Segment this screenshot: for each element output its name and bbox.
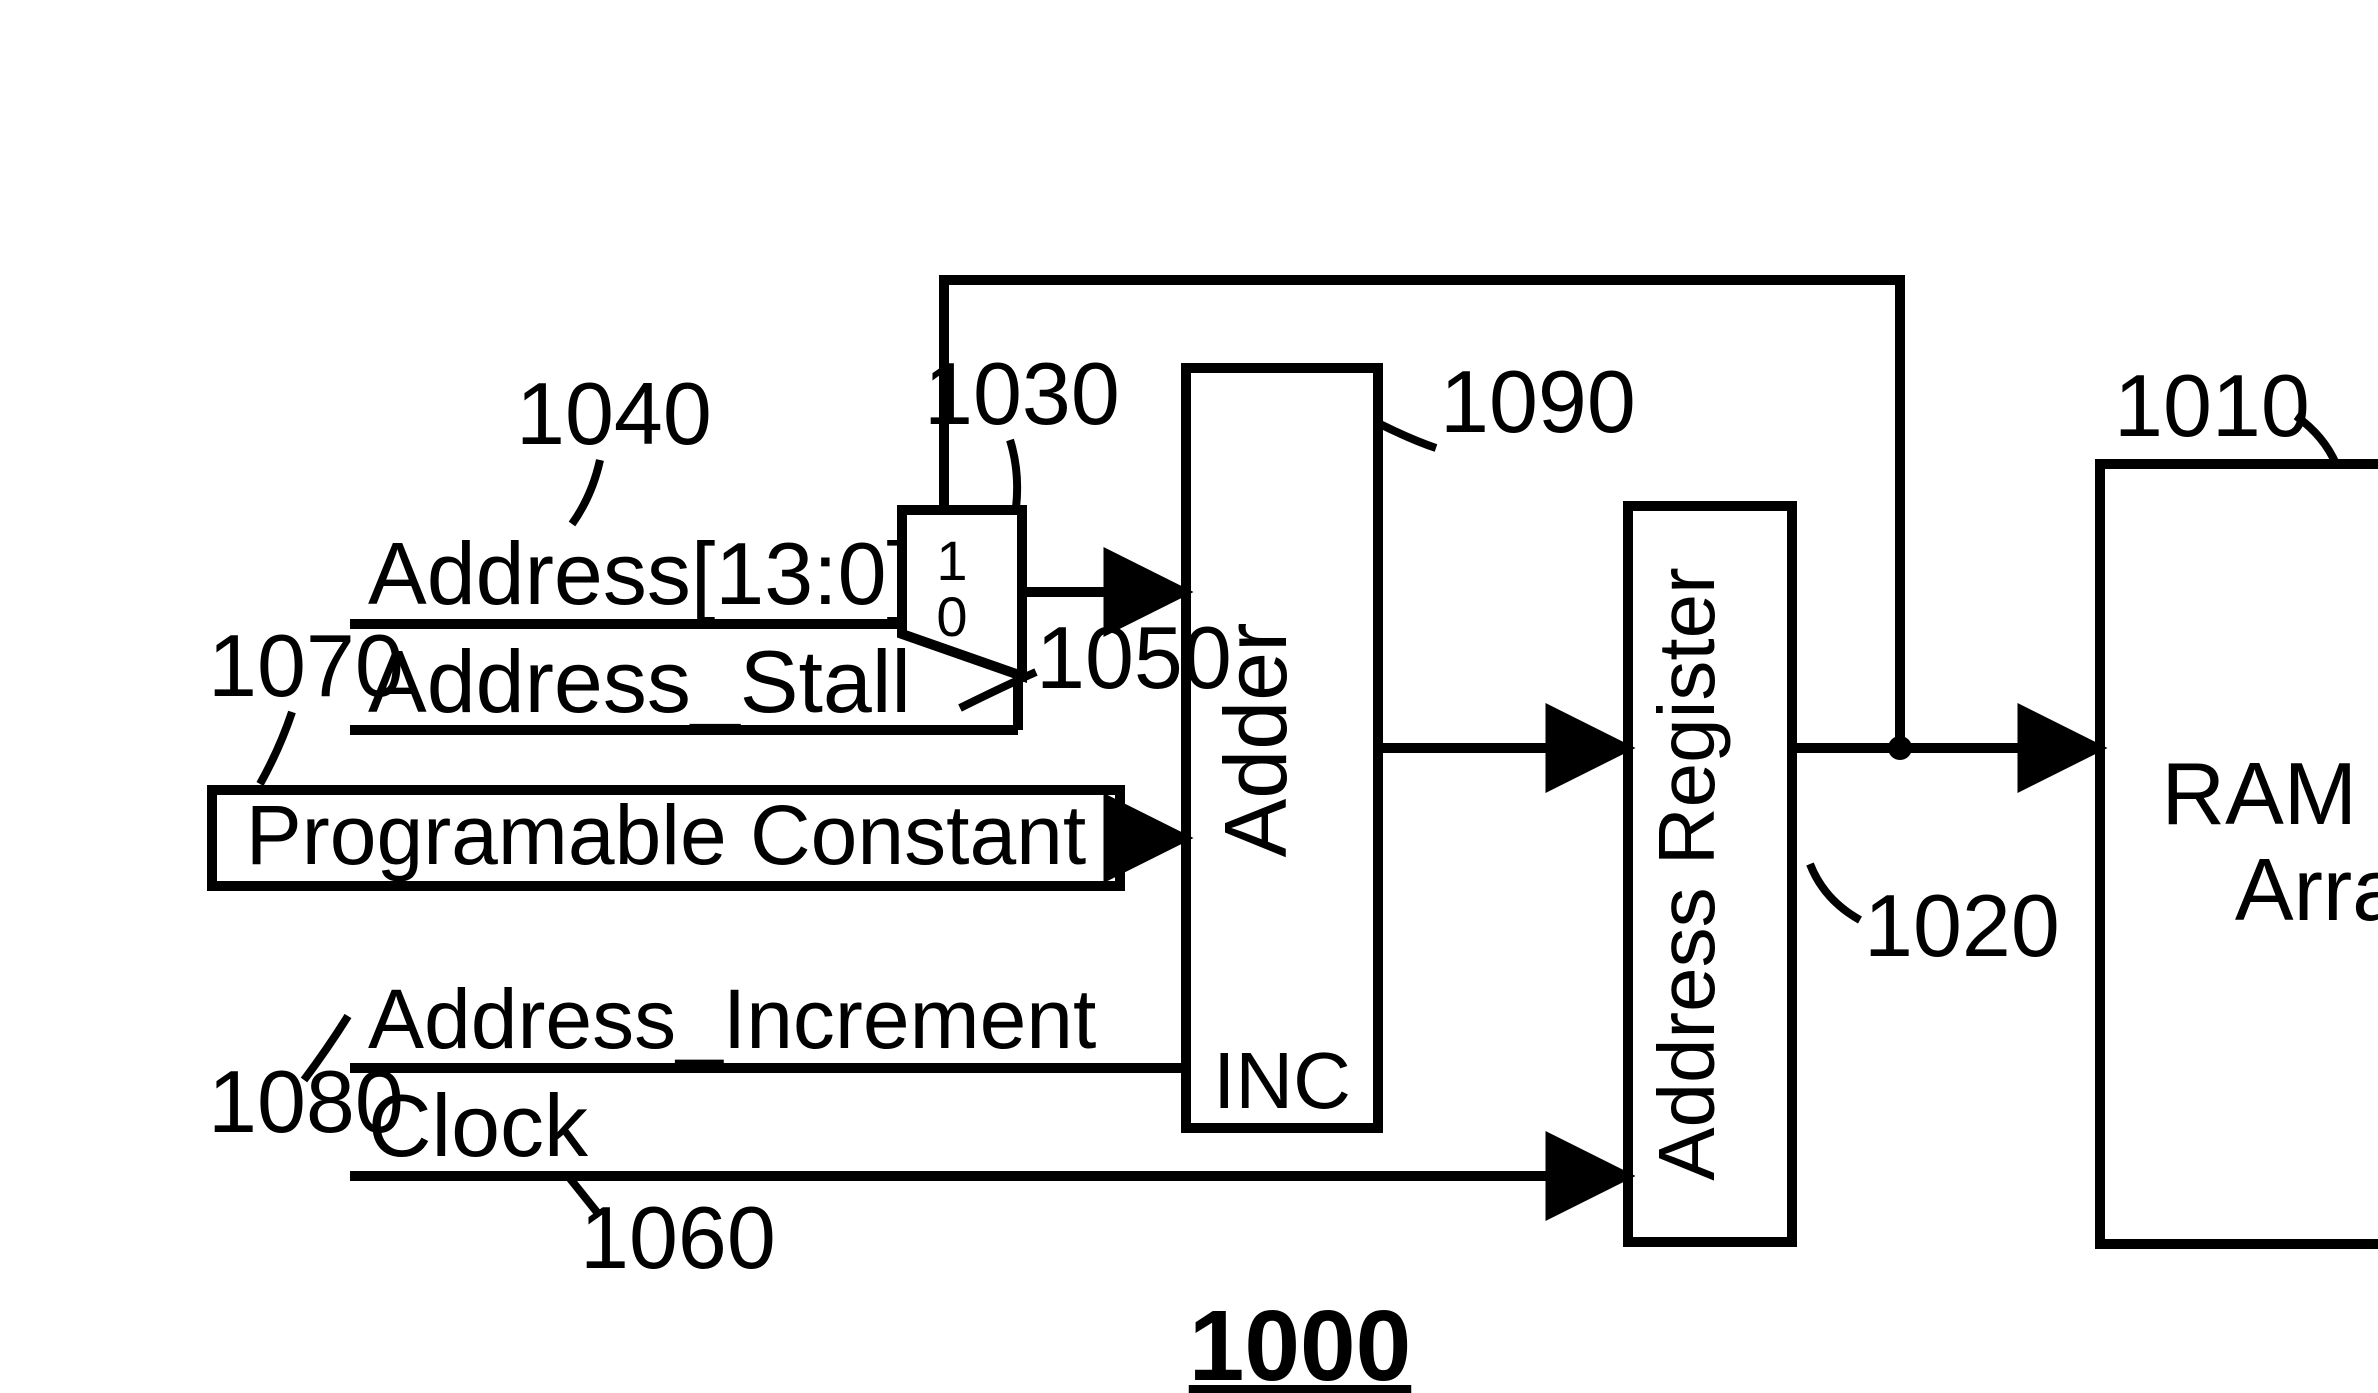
address-stall-signal-label: Address_Stall	[368, 632, 911, 731]
ram-label-line1: RAM BIT	[2162, 744, 2378, 843]
ref-1040: 1040	[516, 364, 712, 463]
ref-1050-leader	[960, 672, 1036, 708]
ref-1040-leader	[572, 460, 600, 524]
block-diagram: RAM BIT Array Address Register Adder INC…	[0, 0, 2378, 1393]
address-register-label: Address Register	[1642, 567, 1731, 1181]
figure-number: 1000	[1189, 1290, 1411, 1393]
ref-1050: 1050	[1036, 608, 1232, 707]
address-increment-signal-label: Address_Increment	[368, 972, 1096, 1066]
mux-input1-label: 1	[936, 529, 967, 592]
mux-input0-label: 0	[936, 585, 967, 648]
ref-1010: 1010	[2114, 356, 2310, 455]
ref-1090: 1090	[1440, 352, 1636, 451]
feedback-tap-dot	[1888, 736, 1912, 760]
ref-1070-leader	[260, 712, 292, 784]
ref-1020-leader	[1810, 864, 1860, 920]
ref-1080: 1080	[208, 1052, 404, 1151]
ref-1070: 1070	[208, 616, 404, 715]
address-signal-label: Address[13:0]	[368, 524, 911, 623]
ref-1030: 1030	[924, 344, 1120, 443]
ref-1090-leader	[1380, 424, 1436, 448]
ref-1060: 1060	[580, 1188, 776, 1287]
ref-1020: 1020	[1864, 876, 2060, 975]
ram-label-line2: Array	[2235, 840, 2378, 939]
programmable-constant-label: Programable Constant	[246, 788, 1086, 882]
ref-1030-leader	[1010, 440, 1017, 508]
adder-sublabel: INC	[1213, 1036, 1351, 1125]
